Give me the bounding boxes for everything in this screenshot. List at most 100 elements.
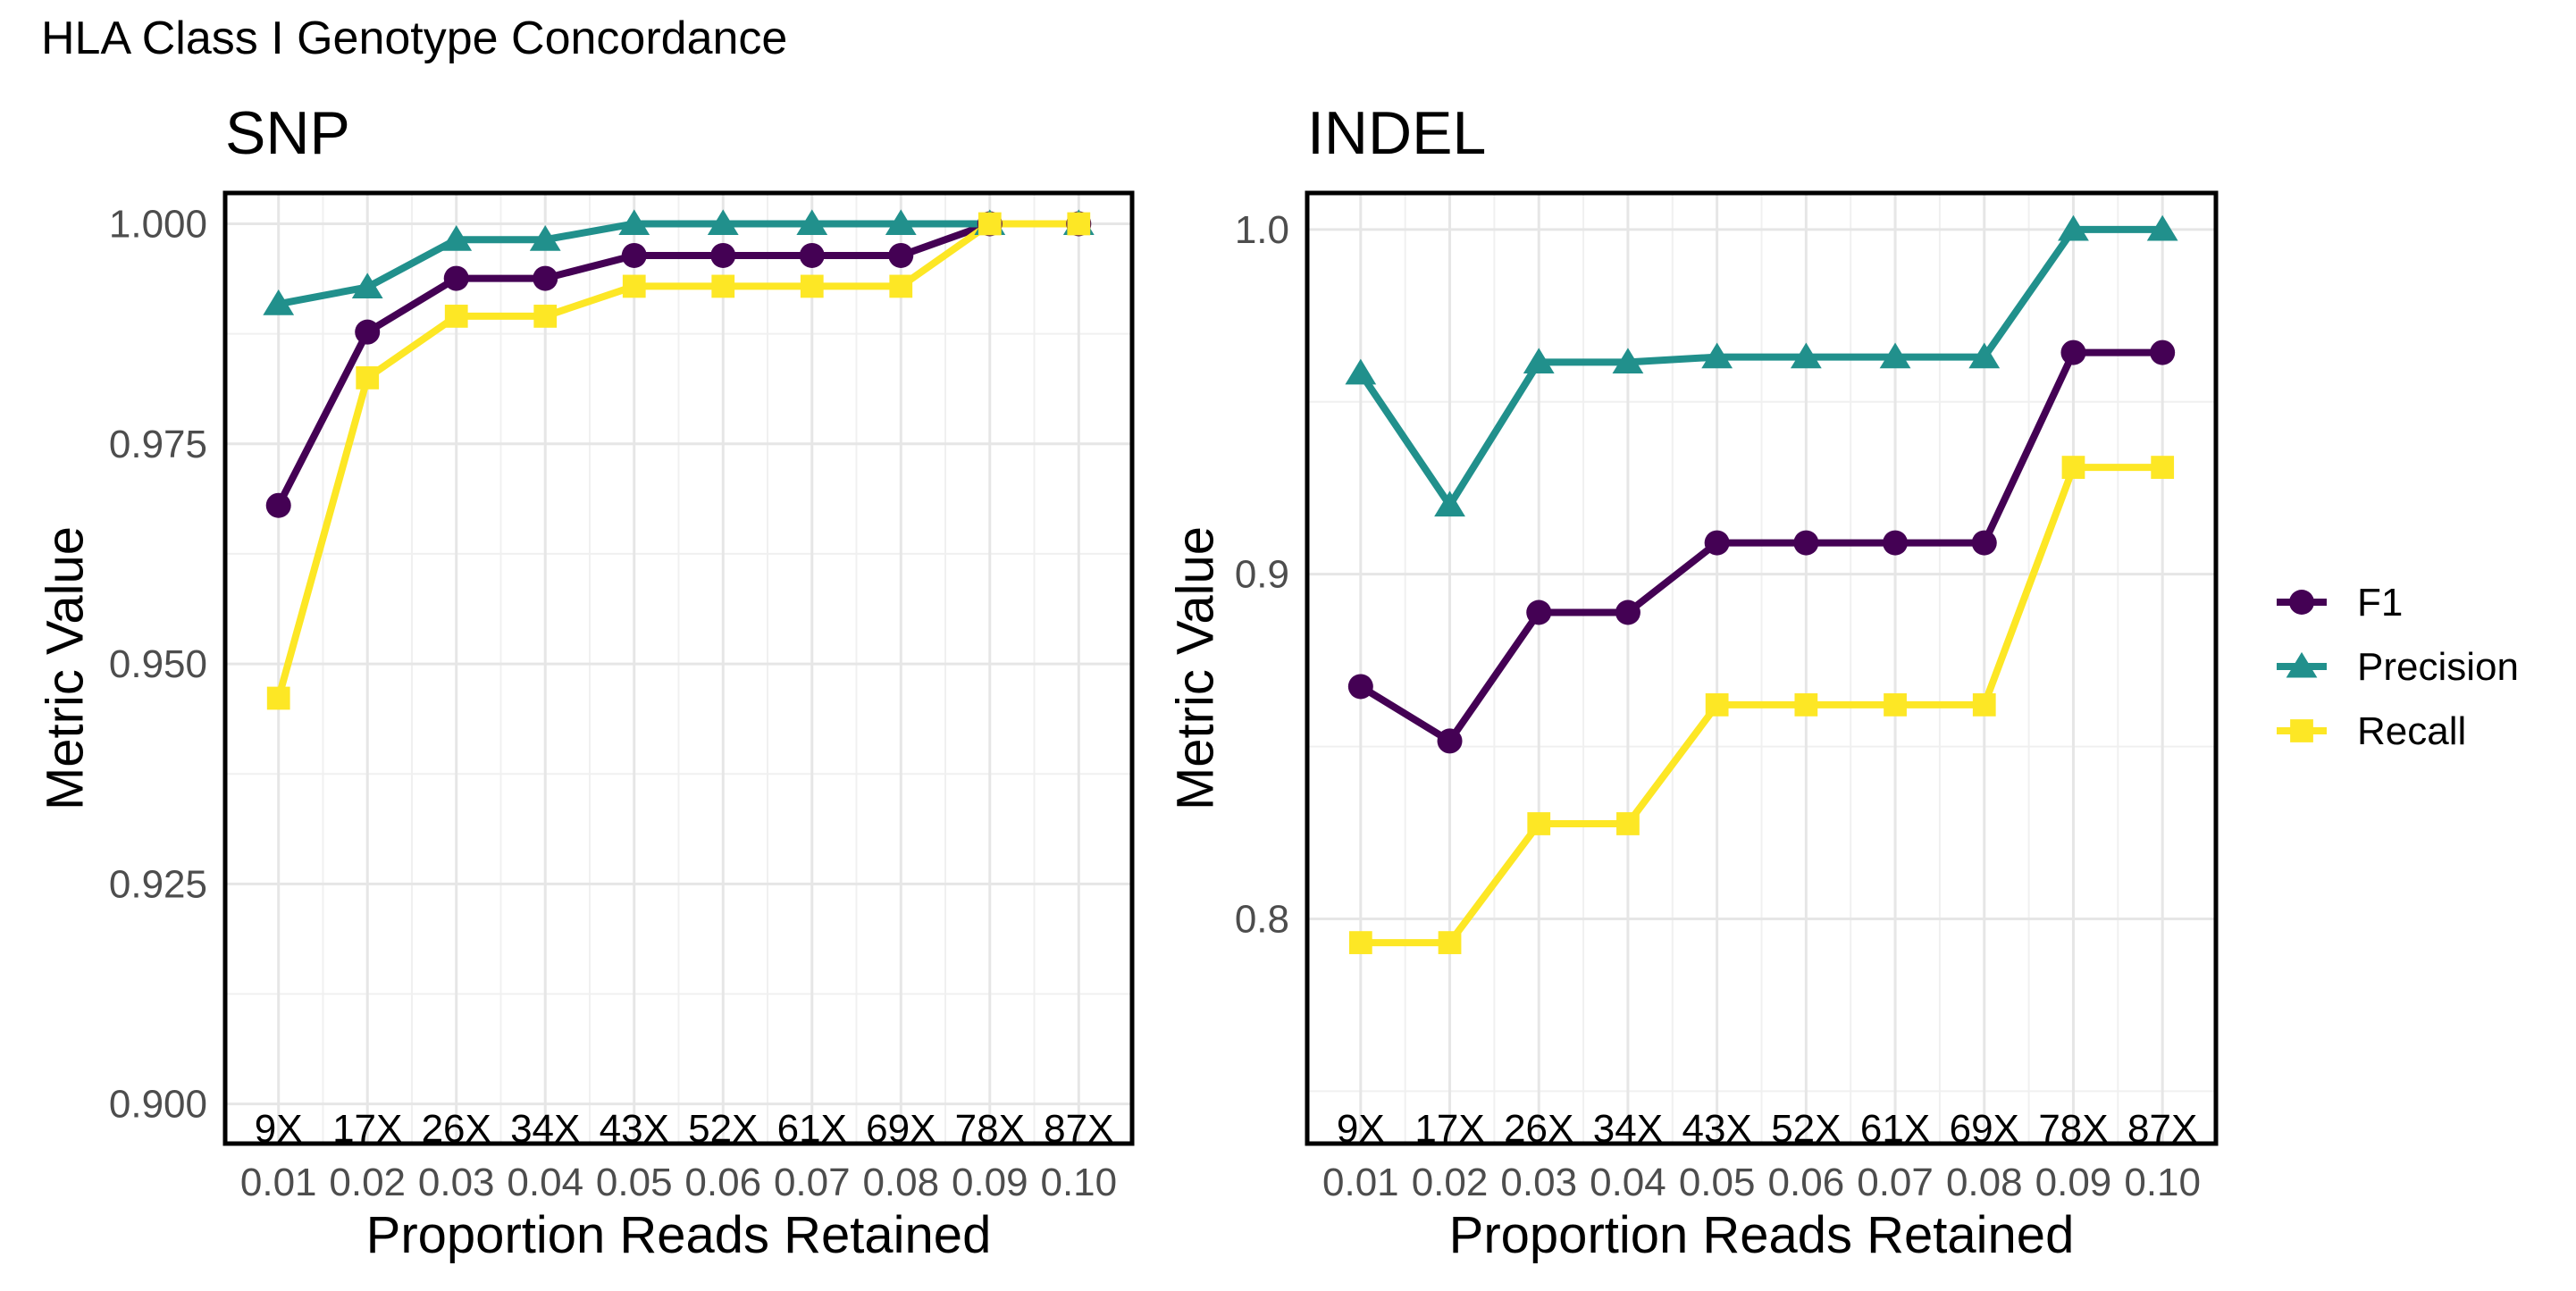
point-f1	[1704, 530, 1730, 556]
coverage-label: 34X	[1593, 1107, 1663, 1151]
legend: F1 Precision Recall	[2277, 581, 2519, 753]
point-recall	[1972, 693, 1996, 717]
coverage-label: 69X	[1950, 1107, 2019, 1151]
point-precision	[1434, 490, 1465, 517]
point-f1	[533, 265, 558, 291]
point-recall	[1527, 812, 1551, 835]
x-tick-label: 0.03	[1500, 1161, 1577, 1204]
plot-frame	[1305, 190, 2219, 1146]
point-f1	[1526, 599, 1552, 625]
legend-item-recall: Recall	[2277, 709, 2466, 753]
x-tick-label: 0.02	[1412, 1161, 1489, 1204]
y-tick-label: 0.9	[1235, 553, 1289, 597]
point-recall	[2151, 456, 2175, 479]
point-f1	[2060, 340, 2086, 365]
point-f1	[621, 242, 647, 268]
x-tick-label: 0.04	[1590, 1161, 1666, 1204]
point-f1	[1437, 728, 1463, 754]
point-precision	[885, 209, 917, 236]
point-precision	[796, 209, 828, 236]
y-tick-label: 0.950	[109, 642, 207, 686]
point-recall	[533, 305, 558, 328]
legend-label: F1	[2357, 581, 2403, 625]
coverage-label: 26X	[422, 1107, 491, 1151]
coverage-label: 61X	[1860, 1107, 1930, 1151]
point-recall	[1705, 693, 1729, 717]
coverage-label: 26X	[1504, 1107, 1573, 1151]
y-axis-label: Metric Value	[1166, 526, 1224, 810]
point-precision	[351, 272, 383, 298]
point-precision	[2146, 214, 2178, 241]
series-line-recall	[1360, 464, 2163, 947]
x-tick-label: 0.01	[1322, 1161, 1399, 1204]
x-axis-label: Proportion Reads Retained	[1449, 1206, 2075, 1264]
coverage-label: 52X	[688, 1107, 758, 1151]
x-tick-label: 0.07	[774, 1161, 851, 1204]
point-f1	[799, 242, 825, 268]
coverage-label: 9X	[255, 1107, 303, 1151]
point-recall	[978, 212, 1002, 236]
snp-panel: 9X 17X 26X 34X 43X 52X 61X 69X 78X 87X 0.01 0.02 0.0…	[36, 99, 1135, 1264]
coverage-label: 17X	[1414, 1107, 1484, 1151]
coverage-label: 61X	[777, 1107, 847, 1151]
legend-item-precision: Precision	[2277, 645, 2519, 689]
point-recall	[1616, 812, 1640, 835]
legend-item-f1: F1	[2277, 581, 2403, 625]
point-precision	[1879, 342, 1911, 369]
x-tick-label: 0.01	[240, 1161, 317, 1204]
coverage-label: 78X	[955, 1107, 1025, 1151]
x-tick-label: 0.05	[1679, 1161, 1756, 1204]
coverage-label: 87X	[2127, 1107, 2197, 1151]
point-recall	[266, 686, 290, 710]
panel-title: INDEL	[1307, 99, 1486, 167]
point-recall	[1438, 931, 1462, 954]
point-precision	[441, 225, 473, 251]
x-tick-label: 0.03	[418, 1161, 495, 1204]
point-precision	[1790, 342, 1822, 369]
point-f1	[1615, 599, 1640, 625]
point-f1	[1971, 530, 1997, 556]
point-f1	[888, 242, 914, 268]
point-precision	[1612, 348, 1644, 373]
x-tick-label: 0.08	[862, 1161, 939, 1204]
point-recall	[1067, 212, 1091, 236]
legend-label: Recall	[2357, 709, 2466, 753]
coverage-label: 78X	[2038, 1107, 2108, 1151]
coverage-label: 87X	[1044, 1107, 1113, 1151]
point-recall	[2061, 456, 2085, 479]
point-f1	[265, 492, 291, 518]
coverage-label: 43X	[1682, 1107, 1751, 1151]
legend-marker	[2286, 651, 2318, 678]
point-precision	[529, 225, 561, 251]
y-tick-label: 0.925	[109, 862, 207, 906]
point-precision	[618, 209, 650, 236]
legend-label: Precision	[2357, 645, 2519, 689]
point-precision	[1701, 342, 1733, 369]
y-tick-label: 1.0	[1235, 208, 1289, 252]
x-tick-label: 0.09	[2035, 1161, 2112, 1204]
point-recall	[889, 274, 913, 298]
point-recall	[1884, 693, 1907, 717]
figure-title: HLA Class I Genotype Concordance	[41, 13, 787, 64]
x-axis-label: Proportion Reads Retained	[366, 1206, 992, 1264]
y-tick-label: 0.975	[109, 423, 207, 466]
x-tick-label: 0.07	[1857, 1161, 1934, 1204]
point-f1	[443, 265, 469, 291]
point-recall	[444, 305, 468, 328]
series-line-precision	[1357, 225, 2163, 509]
point-f1	[1793, 530, 1819, 556]
point-precision	[707, 209, 739, 236]
x-tick-label: 0.06	[1768, 1161, 1845, 1204]
series-line-f1	[1358, 348, 2163, 745]
coverage-label: 34X	[510, 1107, 580, 1151]
x-tick-label: 0.10	[2124, 1161, 2201, 1204]
x-tick-label: 0.10	[1040, 1161, 1117, 1204]
x-tick-label: 0.09	[952, 1161, 1028, 1204]
point-precision	[1968, 342, 2001, 369]
y-tick-label: 1.000	[109, 202, 207, 246]
series-line-recall	[274, 220, 1079, 700]
coverage-label: 17X	[332, 1107, 402, 1151]
point-f1	[1883, 530, 1909, 556]
point-recall	[800, 274, 824, 298]
point-f1	[2150, 340, 2176, 365]
